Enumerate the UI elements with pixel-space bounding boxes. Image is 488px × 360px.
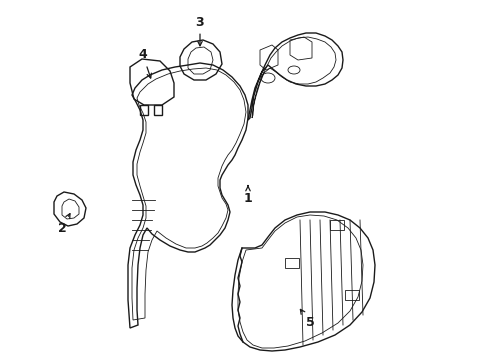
Bar: [345, 290, 358, 300]
Bar: [285, 258, 298, 268]
Text: 1: 1: [243, 186, 252, 204]
Text: 2: 2: [58, 213, 70, 234]
Text: 5: 5: [300, 309, 314, 329]
Text: 4: 4: [138, 49, 151, 78]
Text: 3: 3: [195, 15, 204, 46]
Bar: [329, 220, 343, 230]
